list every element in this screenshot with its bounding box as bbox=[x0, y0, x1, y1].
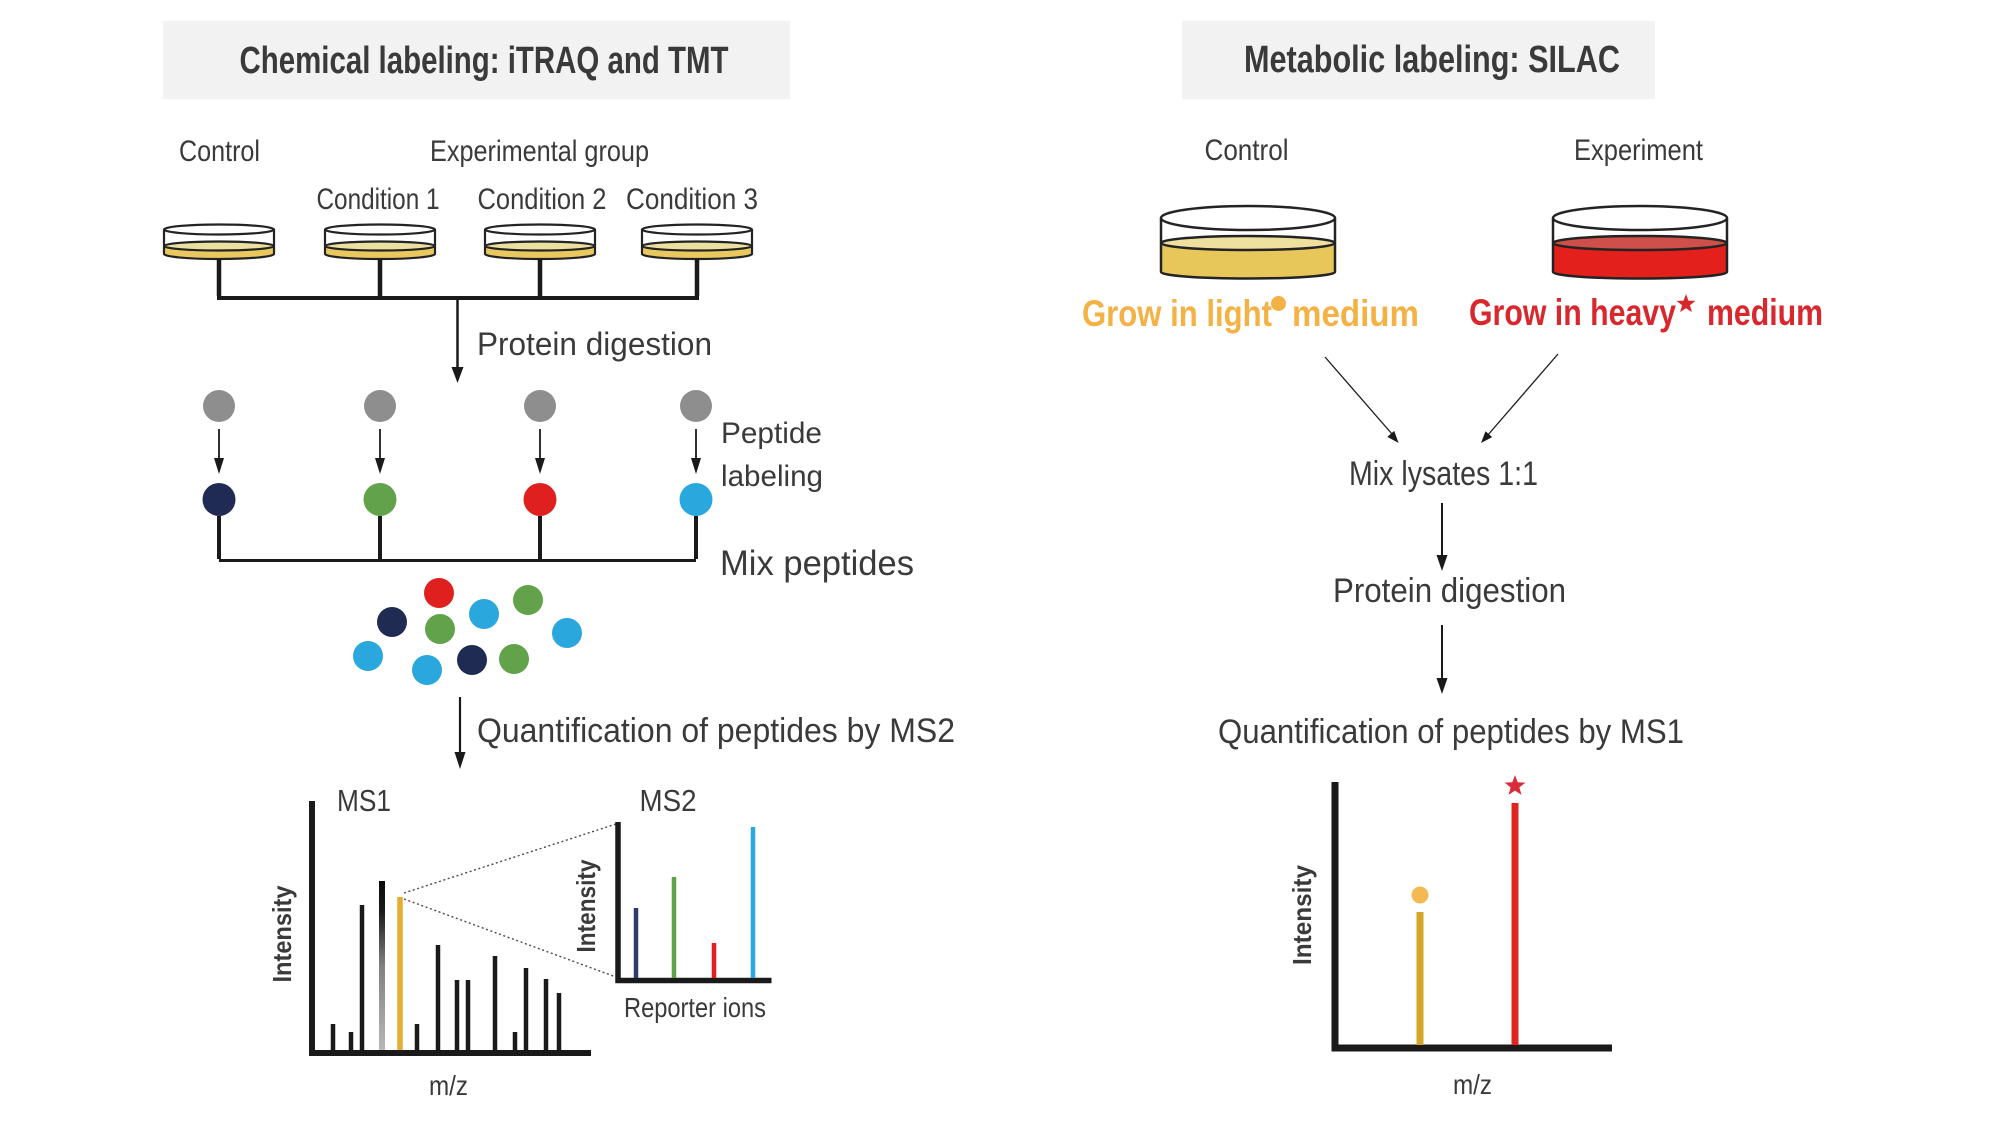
svg-text:m/z: m/z bbox=[429, 1070, 468, 1101]
svg-text:MS1: MS1 bbox=[337, 783, 391, 818]
svg-text:Condition 1: Condition 1 bbox=[317, 183, 440, 216]
svg-text:Experiment: Experiment bbox=[1574, 134, 1704, 167]
svg-text:Condition 3: Condition 3 bbox=[626, 183, 758, 216]
svg-text:Chemical labeling: iTRAQ and T: Chemical labeling: iTRAQ and TMT bbox=[240, 40, 729, 82]
svg-text:Peptide: Peptide bbox=[721, 417, 822, 450]
svg-text:Condition 2: Condition 2 bbox=[478, 183, 607, 216]
svg-text:MS2: MS2 bbox=[640, 783, 697, 818]
svg-text:Mix lysates 1:1: Mix lysates 1:1 bbox=[1349, 455, 1538, 493]
svg-text:Reporter ions: Reporter ions bbox=[624, 992, 766, 1023]
svg-text:Protein digestion: Protein digestion bbox=[477, 326, 712, 362]
svg-text:Intensity: Intensity bbox=[267, 885, 297, 982]
svg-text:labeling: labeling bbox=[721, 460, 823, 493]
svg-text:Metabolic labeling: SILAC: Metabolic labeling: SILAC bbox=[1244, 39, 1620, 81]
svg-text:Quantification of peptides by: Quantification of peptides by MS2 bbox=[477, 712, 955, 750]
svg-text:medium: medium bbox=[1292, 293, 1419, 334]
svg-text:Quantification of peptides by: Quantification of peptides by MS1 bbox=[1218, 713, 1684, 751]
svg-text:Control: Control bbox=[1205, 134, 1289, 167]
svg-text:m/z: m/z bbox=[1453, 1069, 1492, 1100]
svg-text:Intensity: Intensity bbox=[1287, 865, 1317, 965]
svg-text:medium: medium bbox=[1707, 292, 1823, 333]
svg-text:Intensity: Intensity bbox=[571, 859, 601, 952]
svg-text:Control: Control bbox=[179, 135, 260, 168]
svg-text:Grow in heavy: Grow in heavy bbox=[1469, 292, 1676, 333]
svg-text:Protein digestion: Protein digestion bbox=[1333, 572, 1566, 610]
svg-text:Grow in light: Grow in light bbox=[1082, 293, 1272, 334]
svg-text:Mix peptides: Mix peptides bbox=[720, 544, 914, 583]
svg-text:Experimental group: Experimental group bbox=[430, 135, 649, 168]
